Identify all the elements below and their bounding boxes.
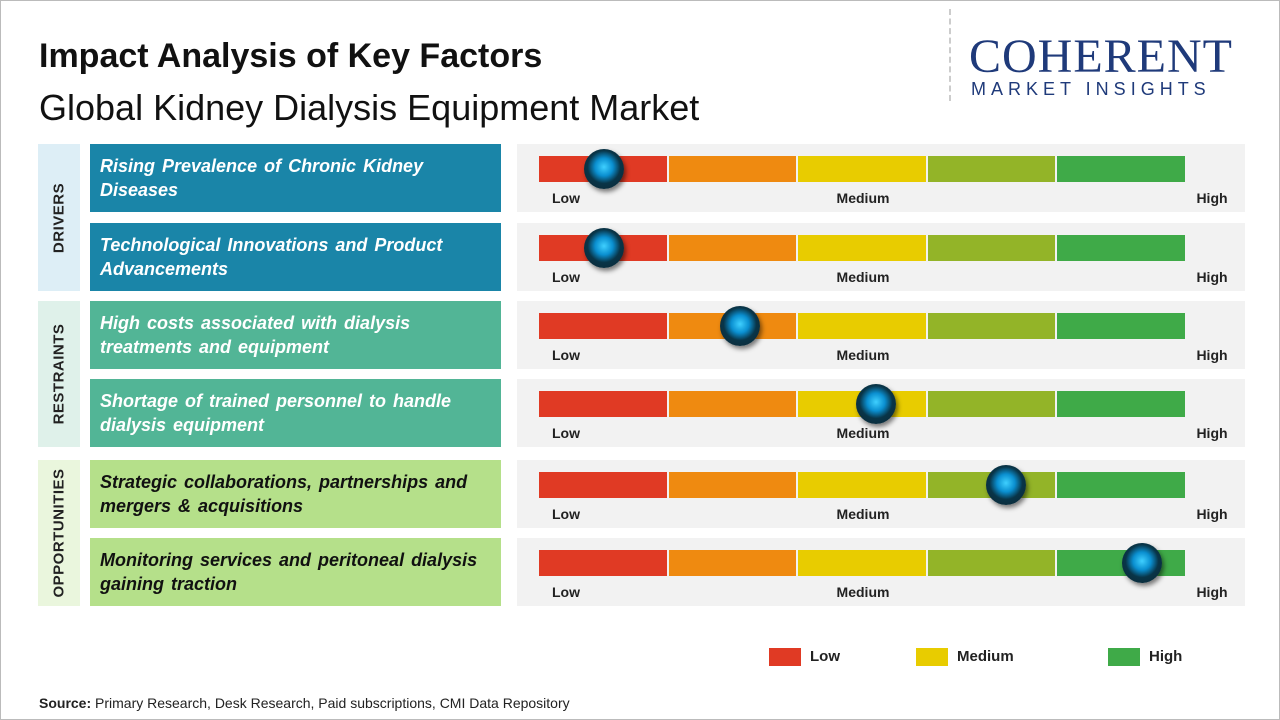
impact-knob: [855, 384, 896, 424]
scale-segment: [927, 235, 1056, 261]
scale-segment: [927, 313, 1056, 339]
scale-label: Low: [552, 347, 580, 363]
scale-segment: [1057, 156, 1185, 182]
title: Impact Analysis of Key Factors: [39, 37, 543, 75]
subtitle: Global Kidney Dialysis Equipment Market: [39, 87, 700, 128]
scale-segment: [1057, 235, 1185, 261]
scale-segment: [539, 550, 667, 576]
legend-swatch: [916, 648, 948, 666]
scale-segment: [798, 550, 926, 576]
scale-segment: [1057, 313, 1185, 339]
impact-knob: [985, 465, 1026, 505]
scale-label: Low: [552, 425, 580, 441]
legend-swatch: [769, 648, 801, 666]
legend-swatch: [1108, 648, 1140, 666]
scale-segment: [927, 156, 1056, 182]
scale-segment: [668, 156, 797, 182]
factor-text: High costs associated with dialysis trea…: [90, 301, 501, 369]
impact-knob: [1121, 543, 1162, 583]
factor-text: Shortage of trained personnel to handle …: [90, 379, 501, 447]
factor-text: Strategic collaborations, partnerships a…: [90, 460, 501, 528]
scale-label: Low: [552, 584, 580, 600]
scale-segment: [668, 391, 797, 417]
scale-segment: [798, 313, 926, 339]
group-label-box: RESTRAINTS: [38, 301, 80, 447]
scale-label: Medium: [836, 269, 890, 285]
scale-label: Low: [552, 190, 580, 206]
scale-segment: [668, 235, 797, 261]
scale-label: High: [1196, 584, 1228, 600]
scale-segment: [668, 472, 797, 498]
scale-segment: [798, 472, 926, 498]
impact-knob: [583, 149, 624, 189]
group-label: RESTRAINTS: [50, 323, 68, 425]
scale-label: Low: [552, 269, 580, 285]
scale-segment: [1057, 550, 1185, 576]
scale-segment: [798, 156, 926, 182]
scale-label: Medium: [836, 584, 890, 600]
scale-segment: [539, 472, 667, 498]
scale-label: Medium: [836, 190, 890, 206]
source: Source: Primary Research, Desk Research,…: [39, 695, 570, 711]
source-label: Source:: [39, 695, 92, 711]
logo-separator: [949, 9, 951, 101]
scale-label: Low: [552, 506, 580, 522]
scale-segment: [539, 391, 667, 417]
factor-text: Technological Innovations and Product Ad…: [90, 223, 501, 291]
group-label-box: OPPORTUNITIES: [38, 460, 80, 606]
impact-knob: [719, 306, 760, 346]
scale-label: Medium: [836, 347, 890, 363]
scale-segment: [927, 550, 1056, 576]
logo-tagline: MARKET INSIGHTS: [971, 79, 1211, 99]
factor-text: Rising Prevalence of Chronic Kidney Dise…: [90, 144, 501, 212]
group-label: OPPORTUNITIES: [50, 468, 68, 598]
scale-segment: [539, 313, 667, 339]
logo-name: COHERENT: [969, 30, 1233, 83]
legend-label: High: [1149, 648, 1183, 665]
group-label-box: DRIVERS: [38, 144, 80, 291]
scale-segment: [1057, 391, 1185, 417]
legend-label: Medium: [957, 648, 1014, 665]
factor-text: Monitoring services and peritoneal dialy…: [90, 538, 501, 606]
scale-segment: [668, 550, 797, 576]
scale-segment: [927, 391, 1056, 417]
scale-label: High: [1196, 269, 1228, 285]
group-label: DRIVERS: [50, 182, 68, 253]
scale-label: High: [1196, 347, 1228, 363]
scale-segment: [1057, 472, 1185, 498]
impact-knob: [583, 228, 624, 268]
scale-label: High: [1196, 190, 1228, 206]
legend-label: Low: [810, 648, 840, 665]
scale-label: Medium: [836, 506, 890, 522]
scale-label: Medium: [836, 425, 890, 441]
source-text: Primary Research, Desk Research, Paid su…: [95, 695, 570, 711]
scale-label: High: [1196, 506, 1228, 522]
scale-label: High: [1196, 425, 1228, 441]
scale-segment: [798, 235, 926, 261]
